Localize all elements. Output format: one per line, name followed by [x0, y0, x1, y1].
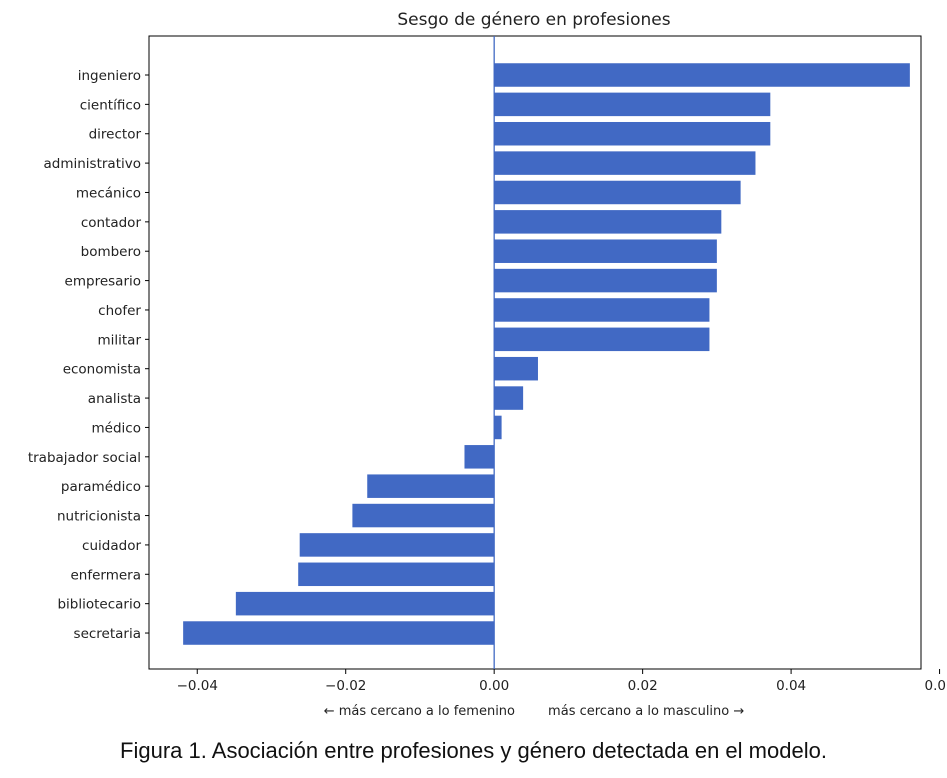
bar-bombero	[494, 239, 717, 263]
bar-analista	[494, 386, 524, 410]
bar-enfermera	[298, 562, 495, 587]
x-tick-label: 0.00	[479, 678, 509, 694]
bar-mecanico	[494, 180, 741, 205]
bar-militar	[494, 327, 710, 352]
category-label-director: director	[89, 127, 142, 143]
category-labels: ingeniero científico director administrativ…	[28, 68, 149, 642]
x-tick-label: 0.04	[776, 678, 806, 694]
bar-medico	[494, 415, 502, 440]
bar-bibliotecario	[235, 591, 495, 616]
bar-director	[494, 121, 771, 146]
category-label-medico: médico	[92, 420, 141, 436]
category-label-mecanico: mecánico	[76, 185, 141, 201]
x-axis-ticks: −0.04 −0.02 0.00 0.02 0.04 0.06	[177, 669, 947, 694]
category-label-cuidador: cuidador	[82, 538, 141, 554]
x-tick-label: −0.02	[325, 678, 366, 694]
category-label-paramedico: paramédico	[61, 479, 141, 495]
bar-economista	[494, 356, 538, 381]
category-label-economista: economista	[63, 362, 141, 378]
bar-trabajador-social	[464, 445, 495, 469]
bar-administrativo	[494, 151, 756, 175]
chart-title: Sesgo de género en profesiones	[397, 10, 670, 30]
bar-paramedico	[367, 474, 495, 498]
category-label-administrativo: administrativo	[44, 156, 142, 172]
x-axis-label: ← más cercano a lo femenino más cercano …	[324, 704, 745, 719]
category-label-trabajador-social: trabajador social	[28, 450, 141, 466]
x-tick-label: 0.06	[925, 678, 947, 694]
category-label-empresario: empresario	[65, 274, 141, 290]
category-label-enfermera: enfermera	[70, 567, 141, 583]
x-tick-label: 0.02	[628, 678, 658, 694]
bar-empresario	[494, 268, 717, 293]
plot-area	[148, 35, 922, 670]
bar-contador	[494, 210, 722, 234]
category-label-chofer: chofer	[98, 303, 141, 319]
category-label-militar: militar	[97, 332, 141, 348]
category-label-analista: analista	[88, 391, 141, 407]
category-label-nutricionista: nutricionista	[57, 509, 141, 525]
category-label-contador: contador	[81, 215, 142, 231]
bars-group	[183, 63, 910, 645]
bar-nutricionista	[352, 503, 495, 528]
figure-caption: Figura 1. Asociación entre profesiones y…	[120, 738, 827, 763]
category-label-secretaria: secretaria	[74, 626, 141, 642]
bar-ingeniero	[494, 63, 910, 87]
category-label-bibliotecario: bibliotecario	[57, 597, 141, 613]
bar-chart: Sesgo de género en profesiones ← más cer…	[28, 10, 947, 719]
category-label-ingeniero: ingeniero	[78, 68, 141, 84]
bar-secretaria	[183, 621, 495, 645]
bar-cuidador	[299, 533, 495, 557]
x-tick-label: −0.04	[177, 678, 218, 694]
bar-cientifico	[494, 92, 771, 117]
category-label-cientifico: científico	[80, 97, 141, 113]
category-label-bombero: bombero	[81, 244, 141, 260]
bar-chofer	[494, 298, 710, 322]
